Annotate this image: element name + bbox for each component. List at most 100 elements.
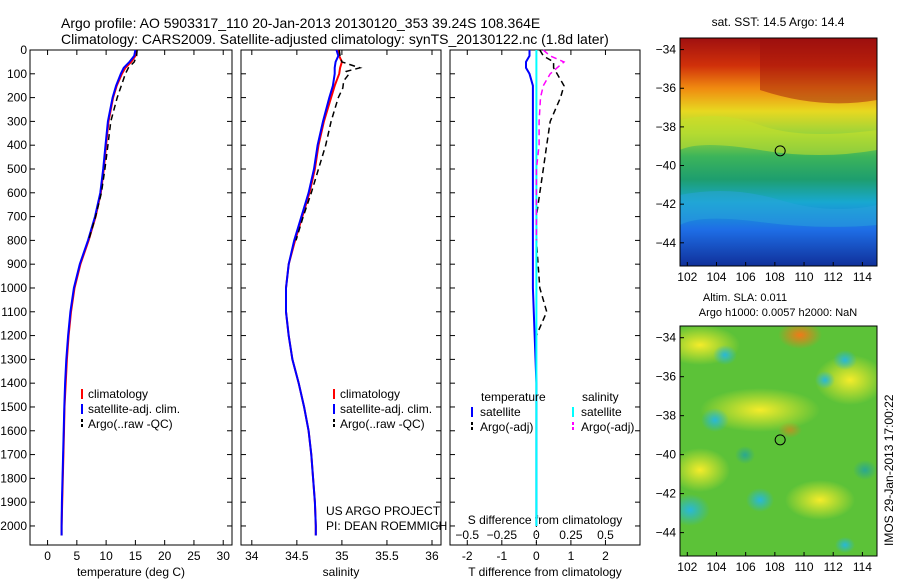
x-tick-label: 2: [602, 549, 609, 563]
series-argo-raw-qc-: [295, 49, 363, 241]
x-tick-label: 110: [794, 560, 813, 574]
y-tick-label: 100: [7, 67, 27, 81]
y-tick-label: −40: [656, 159, 677, 173]
series-argo-raw-qc-: [87, 49, 138, 241]
x-tick-label: 5: [73, 549, 80, 563]
y-tick-label: 800: [7, 233, 27, 247]
legend-label: satellite-adj. clim.: [88, 402, 180, 416]
x-tick-label: 102: [677, 270, 697, 284]
x-axis-label: salinity: [323, 565, 360, 579]
temperature-profile: 0 5 10 15 20 25 300100200300400500600700800900…: [0, 43, 233, 579]
legend-label: satellite: [581, 405, 622, 419]
legend-header: salinity: [582, 390, 619, 404]
series-satellite-adj-clim-: [285, 49, 340, 536]
y-tick-label: 200: [7, 91, 27, 105]
x-tick-label: 20: [158, 549, 172, 563]
x-tick-label: 10: [99, 549, 113, 563]
header-line-1: Argo profile: AO 5903317_110 20-Jan-2013…: [61, 15, 540, 31]
y-tick-label: 1200: [0, 329, 27, 343]
y-tick-label: 1000: [0, 281, 27, 295]
x-tick-label: 1: [568, 549, 575, 563]
sst-map-title: sat. SST: 14.5 Argo: 14.4: [712, 15, 845, 29]
x-tick-label: -2: [462, 549, 473, 563]
y-tick-label: 500: [7, 162, 27, 176]
sst-map: sat. SST: 14.5 Argo: 14.4 102 104 106 108 11…: [656, 15, 878, 284]
profile-panels: 0 5 10 15 20 25 300100200300400500600700800900…: [0, 43, 641, 579]
x-tick-label: 34.5: [285, 549, 309, 563]
y-tick-label: 300: [7, 114, 27, 128]
y-tick-label: 1300: [0, 352, 27, 366]
y-tick-label: −44: [656, 236, 677, 250]
y-tick-label: 600: [7, 186, 27, 200]
x-tick-label: 0: [533, 549, 540, 563]
x-axis-label: T difference from climatology: [468, 565, 622, 579]
y-tick-label: 1900: [0, 495, 27, 509]
sst-map-frame: [679, 37, 878, 267]
x-tick-label-top: 0.25: [559, 528, 583, 542]
legend-label: climatology: [88, 387, 148, 401]
x-tick-label: 36: [425, 549, 439, 563]
y-tick-label: −42: [656, 487, 677, 501]
plot-frame: [240, 49, 442, 546]
x-tick-label: 106: [736, 270, 756, 284]
y-tick-label: 1400: [0, 376, 27, 390]
legend-label: satellite: [480, 405, 521, 419]
legend-label: Argo(-adj): [480, 420, 533, 434]
side-timestamp: IMOS 29-Jan-2013 17:00:22: [882, 394, 896, 546]
x-tick-label-top: 0.5: [597, 528, 614, 542]
y-tick-label: 700: [7, 210, 27, 224]
x-tick-label: 102: [677, 560, 697, 574]
sst-map-ticks: 102 104 106 108 110 112 114 −34 −36 −38 −40 −42 −44: [656, 43, 873, 284]
x-tick-label: 104: [706, 270, 726, 284]
legend-label: satellite-adj. clim.: [340, 402, 432, 416]
y-tick-label: 1800: [0, 471, 27, 485]
x-tick-label: 112: [824, 270, 843, 284]
legend-header: temperature: [481, 390, 546, 404]
x-tick-label: 104: [706, 560, 726, 574]
y-tick-label: 0: [20, 43, 27, 57]
project-line-2: PI: DEAN ROEMMICH: [326, 519, 447, 533]
y-tick-label: 1500: [0, 400, 27, 414]
series-satellite-adj-clim-: [60, 49, 137, 536]
x-tick-label: 108: [765, 270, 785, 284]
y-tick-label: 1700: [0, 448, 27, 462]
y-tick-label: −34: [656, 43, 677, 57]
x-tick-label: 15: [129, 549, 143, 563]
y-tick-label: 400: [7, 138, 27, 152]
y-tick-label: −36: [656, 81, 677, 95]
x-tick-label: 35.5: [375, 549, 399, 563]
legend-label: climatology: [340, 387, 400, 401]
y-tick-label: 2000: [0, 519, 27, 533]
x-tick-label-top: −0.5: [455, 528, 479, 542]
legend-label: Argo(..raw -QC): [88, 417, 173, 431]
x-tick-label-top: −0.25: [487, 528, 518, 542]
y-tick-label: 1600: [0, 424, 27, 438]
y-tick-label: −38: [656, 409, 677, 423]
argo-location-marker: [774, 434, 786, 446]
y-tick-label: −38: [656, 120, 677, 134]
x-tick-label: 106: [736, 560, 756, 574]
difference-profile: -2 -1 0 1 2 T difference from climatology S di…: [449, 49, 641, 579]
y-tick-label: 900: [7, 257, 27, 271]
x-tick-label: 34: [245, 549, 259, 563]
series-argo-adj-: [535, 49, 565, 336]
y-tick-label: −36: [656, 370, 677, 384]
y-tick-label: 1100: [1, 305, 27, 319]
y-tick-label: −44: [656, 526, 677, 540]
x-tick-label-top: 0: [533, 528, 540, 542]
x-axis-label-top: S difference from climatology: [468, 513, 623, 527]
x-tick-label: 35: [335, 549, 349, 563]
x-tick-label: 112: [824, 560, 843, 574]
sla-map-subtitle: Argo h1000: 0.0057 h2000: NaN: [699, 307, 857, 319]
sla-map-frame: [679, 325, 878, 557]
x-tick-label: 110: [794, 270, 813, 284]
header-line-2: Climatology: CARS2009. Satellite-adjuste…: [61, 31, 609, 47]
y-tick-label: −34: [656, 331, 677, 345]
x-axis-label: temperature (deg C): [77, 565, 185, 579]
series-satellite: [525, 50, 538, 526]
sla-map: Altim. SLA: 0.011 Argo h1000: 0.0057 h20…: [656, 292, 878, 574]
y-tick-label: −40: [656, 448, 677, 462]
argo-location-marker: [774, 145, 786, 157]
x-tick-label: 30: [217, 549, 231, 563]
